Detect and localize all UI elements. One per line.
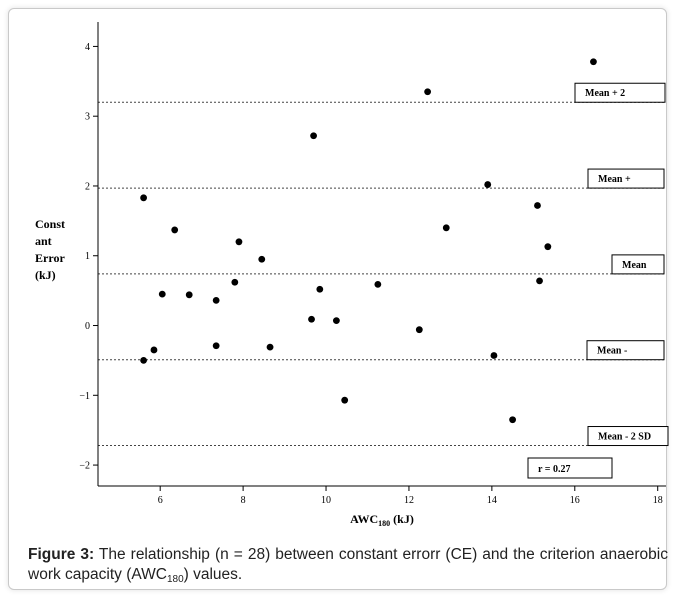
- figure-card: [8, 8, 667, 590]
- y-tick-label: 2: [85, 181, 90, 192]
- data-point: [212, 342, 220, 350]
- data-point: [544, 243, 552, 251]
- data-point: [484, 181, 492, 188]
- reference-label: Mean +: [598, 174, 631, 185]
- data-point: [332, 317, 340, 325]
- x-axis-label: AWC180 (kJ): [350, 512, 414, 528]
- caption-text: The relationship (n = 28) between consta…: [28, 546, 668, 583]
- data-point: [490, 352, 498, 359]
- data-point: [308, 315, 315, 323]
- data-point: [212, 297, 220, 304]
- reference-label: Mean: [622, 260, 647, 271]
- data-point: [424, 88, 432, 96]
- x-tick-label: 8: [241, 495, 246, 506]
- reference-label-box: [611, 254, 665, 275]
- annotation-box: [527, 457, 613, 479]
- x-tick-label: 18: [653, 495, 663, 506]
- axis-labels: Const ant Error (kJ) AWC180 (kJ): [35, 217, 414, 528]
- caption-subscript: 180: [166, 574, 184, 585]
- reference-label-box: [586, 340, 665, 361]
- x-tick-label: 12: [404, 495, 414, 506]
- data-point: [171, 226, 179, 234]
- reference-label: Mean + 2: [585, 88, 625, 99]
- data-point: [310, 132, 317, 140]
- data-point: [374, 280, 382, 288]
- reference-label-box: [574, 82, 666, 103]
- x-tick-label: 16: [570, 495, 580, 506]
- data-point: [235, 238, 243, 246]
- y-axis-label-line: ant: [35, 234, 52, 248]
- y-axis-label-line: (kJ): [35, 268, 56, 282]
- annotation-label: r = 0.27: [538, 464, 570, 475]
- data-point: [536, 277, 543, 285]
- y-tick-label: −2: [79, 461, 90, 472]
- data-point: [158, 290, 166, 298]
- y-axis-label-line: Error: [35, 251, 65, 265]
- data-point: [258, 255, 266, 263]
- reference-label: Mean - 2 SD: [598, 432, 651, 443]
- reference-label-box: [587, 168, 665, 189]
- reference-label-box: [587, 426, 669, 447]
- data-point: [509, 416, 516, 424]
- data-points: [140, 58, 597, 424]
- reference-label: Mean -: [597, 346, 627, 357]
- data-point: [415, 326, 423, 334]
- data-point: [140, 194, 148, 202]
- scatter-chart: Mean + 2 Mean + Mean Mean - Mean - 2 SD r = 0…: [35, 22, 669, 528]
- caption-text-end: ) values.: [183, 566, 243, 583]
- y-axis-label-line: Const: [35, 217, 65, 231]
- data-point: [341, 396, 349, 404]
- data-point: [266, 343, 274, 351]
- chart: Mean + 2 Mean + Mean Mean - Mean - 2 SD r = 0…: [35, 22, 669, 528]
- reference-lines: Mean + 2 Mean + Mean Mean - Mean - 2 SD r = 0…: [98, 82, 669, 479]
- y-tick-label: 1: [85, 251, 90, 262]
- data-point: [185, 291, 193, 299]
- data-point: [442, 224, 450, 232]
- caption-label: Figure 3:: [28, 546, 95, 563]
- y-tick-label: 3: [85, 112, 90, 123]
- figure-caption: Figure 3: The relationship (n = 28) betw…: [28, 545, 668, 590]
- x-tick-label: 10: [321, 495, 331, 506]
- y-tick-label: 4: [85, 42, 90, 53]
- x-tick-label: 6: [158, 495, 163, 506]
- data-point: [150, 346, 158, 354]
- y-tick-label: 0: [85, 321, 90, 332]
- data-point: [231, 278, 239, 286]
- data-point: [590, 58, 597, 66]
- data-point: [140, 357, 148, 364]
- y-tick-label: −1: [79, 391, 90, 402]
- x-tick-label: 14: [487, 495, 497, 506]
- data-point: [534, 202, 541, 209]
- data-point: [316, 285, 324, 293]
